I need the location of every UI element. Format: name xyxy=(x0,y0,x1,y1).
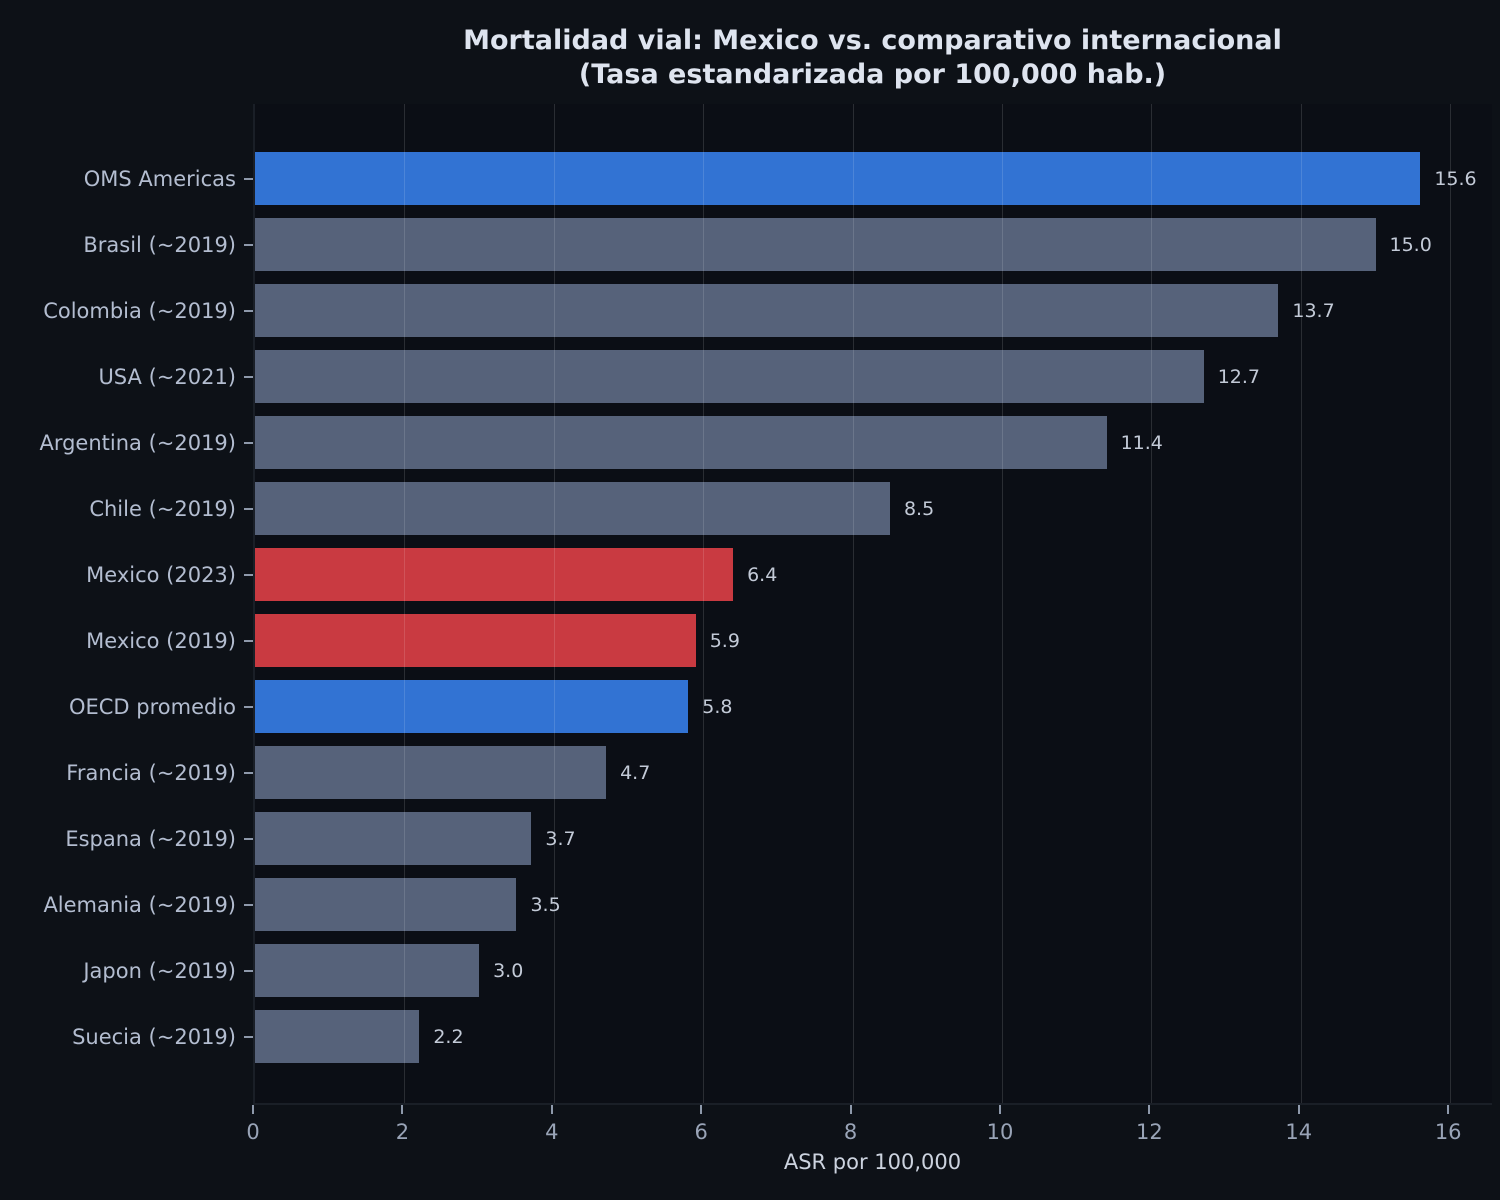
category-label: Francia (~2019) xyxy=(66,760,236,785)
bar-value-label: 3.7 xyxy=(545,827,576,850)
bar-alemania-2019 xyxy=(255,878,517,931)
gridline-x-10 xyxy=(1002,104,1003,1103)
bar-value-label: 15.0 xyxy=(1389,233,1432,256)
bar-suecia-2019 xyxy=(255,1010,420,1063)
bar-mexico-2019 xyxy=(255,614,696,667)
bar-japon-2019 xyxy=(255,944,480,997)
bar-colombia-2019 xyxy=(255,284,1279,337)
gridline-x-16 xyxy=(1450,104,1452,1103)
y-axis-tick xyxy=(244,771,253,774)
chart-title-line2: (Tasa estandarizada por 100,000 hab.) xyxy=(578,59,1167,90)
x-axis-tick xyxy=(700,1105,703,1114)
gridline-x-8 xyxy=(852,104,854,1103)
y-axis-tick xyxy=(244,507,253,510)
category-label: OMS Americas xyxy=(83,166,236,191)
bar-oms-americas xyxy=(255,152,1421,205)
bar-value-label: 4.7 xyxy=(620,761,651,784)
x-axis-tick xyxy=(550,1105,553,1114)
bar-value-label: 8.5 xyxy=(903,497,935,520)
y-axis-tick xyxy=(244,837,253,840)
bar-francia-2019 xyxy=(255,746,607,799)
bar-value-label: 5.8 xyxy=(702,695,733,718)
x-axis-tick xyxy=(1297,1105,1300,1114)
x-tick-label: 10 xyxy=(986,1120,1014,1144)
x-axis-tick xyxy=(252,1105,254,1114)
bar-usa-2021 xyxy=(255,350,1204,403)
bar-value-label: 5.9 xyxy=(709,629,740,652)
y-axis-tick xyxy=(244,705,253,708)
gridline-x-4 xyxy=(553,104,555,1103)
category-label: Suecia (~2019) xyxy=(72,1024,236,1049)
chart-title-line1: Mortalidad vial: Mexico vs. comparativo … xyxy=(463,25,1282,56)
x-axis-tick xyxy=(401,1105,404,1114)
x-axis-tick xyxy=(999,1105,1001,1114)
x-axis-label: ASR por 100,000 xyxy=(783,1150,962,1174)
bar-brasil-2019 xyxy=(255,218,1376,271)
bar-value-label: 11.4 xyxy=(1120,431,1163,454)
bar-value-label: 13.7 xyxy=(1292,299,1335,322)
gridline-x-6 xyxy=(703,104,705,1103)
gridline-x-2 xyxy=(404,104,406,1103)
chart-title: Mortalidad vial: Mexico vs. comparativo … xyxy=(253,24,1492,92)
bar-value-label: 2.2 xyxy=(433,1025,464,1048)
bar-value-label: 3.5 xyxy=(530,893,561,916)
category-label: Colombia (~2019) xyxy=(43,298,236,323)
bar-espana-2019 xyxy=(255,812,532,865)
plot-area: 15.6 15.0 13.7 12.7 11.4 8.5 6.4 5.9 5.8 4.7 3.7 3.… xyxy=(253,104,1492,1105)
y-axis-tick xyxy=(244,375,253,378)
gridline-x-12 xyxy=(1151,104,1153,1103)
category-label: Brasil (~2019) xyxy=(83,232,236,257)
x-tick-label: 0 xyxy=(246,1120,260,1144)
x-tick-label: 4 xyxy=(545,1120,559,1144)
category-label: Chile (~2019) xyxy=(89,496,236,521)
x-tick-label: 8 xyxy=(843,1120,858,1144)
x-axis-tick xyxy=(1148,1105,1151,1114)
bar-value-label: 6.4 xyxy=(747,563,778,586)
bar-argentina-2019 xyxy=(255,416,1107,469)
bar-oecd-promedio xyxy=(255,680,689,733)
category-label: Alemania (~2019) xyxy=(43,892,236,917)
y-axis-tick xyxy=(244,573,253,576)
y-axis-tick xyxy=(244,309,253,312)
y-axis-tick xyxy=(244,639,253,642)
bar-value-label: 12.7 xyxy=(1217,365,1260,388)
x-tick-label: 6 xyxy=(694,1120,708,1144)
bar-value-label: 3.0 xyxy=(493,959,524,982)
y-axis-tick xyxy=(244,177,253,180)
category-label: Argentina (~2019) xyxy=(39,430,236,455)
y-axis-tick xyxy=(244,969,253,972)
y-axis-tick xyxy=(244,243,253,246)
x-tick-label: 2 xyxy=(395,1120,410,1144)
x-tick-label: 14 xyxy=(1285,1120,1313,1144)
category-label: Mexico (2023) xyxy=(86,562,236,587)
x-tick-label: 16 xyxy=(1434,1120,1462,1144)
y-axis-tick xyxy=(244,441,253,444)
category-label: USA (~2021) xyxy=(98,364,236,389)
x-axis-tick xyxy=(849,1105,852,1114)
x-tick-label: 12 xyxy=(1136,1120,1163,1144)
bar-mexico-2023 xyxy=(255,548,734,601)
category-label: Mexico (2019) xyxy=(86,628,236,653)
bar-chile-2019 xyxy=(255,482,890,535)
y-axis-tick xyxy=(244,1035,253,1038)
category-label: Japon (~2019) xyxy=(83,958,236,983)
bar-value-label: 15.6 xyxy=(1434,167,1477,190)
category-label: OECD promedio xyxy=(68,694,236,719)
gridline-x-14 xyxy=(1300,104,1302,1103)
x-axis-tick xyxy=(1447,1105,1450,1114)
y-axis-tick xyxy=(244,903,253,906)
category-label: Espana (~2019) xyxy=(65,826,236,851)
